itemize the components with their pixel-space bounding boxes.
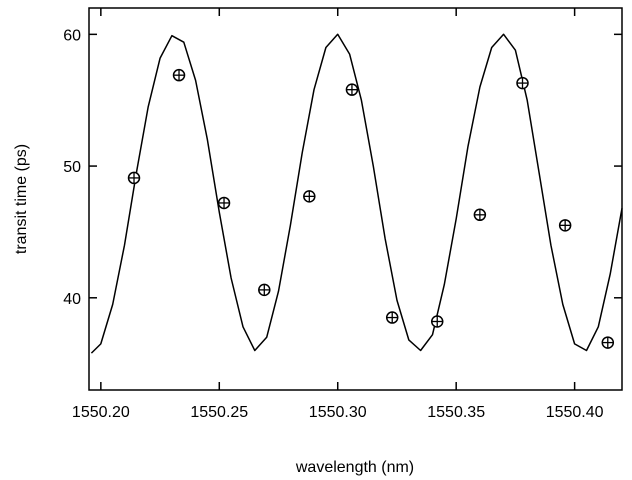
x-tick-labels: 1550.20 1550.25 1550.30 1550.35 1550.40 (72, 404, 604, 421)
data-point (217, 196, 231, 210)
data-point (172, 68, 186, 82)
series-line (90, 33, 623, 354)
data-point (601, 336, 615, 349)
x-tick-label: 1550.25 (190, 404, 248, 421)
measured-points (127, 68, 615, 349)
plot-frame (88, 7, 623, 391)
x-tick-label: 1550.35 (427, 404, 485, 421)
plot-area: 1550.20 1550.25 1550.30 1550.35 1550.40 40 50… (63, 7, 623, 421)
data-point (303, 190, 316, 203)
x-tick-label: 1550.30 (309, 404, 367, 421)
y-tick-label: 60 (63, 27, 81, 44)
y-tick-labels: 40 50 60 (63, 27, 81, 307)
data-point (473, 208, 487, 222)
data-point (516, 76, 529, 90)
data-point (430, 315, 444, 328)
data-point (385, 311, 399, 324)
y-axis-title: transit time (ps) (13, 144, 30, 254)
axis-ticks (89, 8, 622, 390)
data-point (345, 83, 359, 96)
data-point (127, 171, 141, 185)
y-tick-label: 40 (63, 291, 81, 308)
model-curve (90, 33, 623, 354)
data-point (258, 283, 271, 297)
y-tick-label: 50 (63, 159, 81, 176)
x-tick-label: 1550.20 (72, 404, 130, 421)
x-axis-title: wavelength (nm) (295, 459, 414, 476)
x-tick-label: 1550.40 (546, 404, 604, 421)
data-point (558, 219, 572, 232)
